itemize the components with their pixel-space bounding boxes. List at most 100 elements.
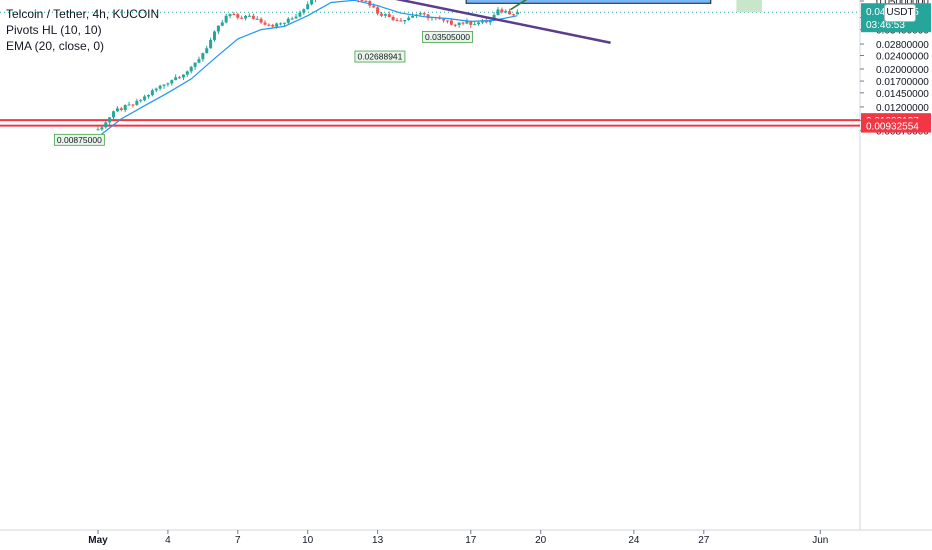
candle-body (174, 77, 178, 81)
candle-body (143, 96, 147, 101)
candle-body (224, 15, 228, 23)
x-tick-label: 24 (628, 535, 640, 546)
pivot-label-bg (422, 30, 473, 43)
candle-body (240, 17, 244, 19)
pivot-label: 0.00875000 (57, 135, 102, 145)
pivot-label: 0.03505000 (425, 32, 470, 42)
x-tick-label: 13 (372, 535, 384, 546)
candle-body (139, 100, 143, 102)
y-tick-label: 0.01200000 (876, 103, 929, 114)
candle-body (407, 17, 411, 21)
candle-body (247, 15, 251, 17)
descending-trendline[interactable] (331, 0, 611, 44)
ema-line (97, 0, 518, 138)
candle-body (127, 104, 131, 106)
candle-body (232, 14, 236, 16)
candle-body (294, 16, 298, 19)
support-price-label: 0.00932554 (866, 122, 919, 133)
candle-body (108, 117, 112, 123)
candle-body (473, 24, 477, 26)
candle-body (411, 15, 415, 18)
support-price-tag (861, 118, 931, 133)
candle-body (360, 0, 364, 2)
candle-body (469, 20, 473, 25)
y-tick-label: 0.02400000 (876, 51, 929, 62)
candle-body (500, 9, 504, 13)
candle-body (310, 0, 314, 5)
pivot-label-bg (53, 133, 105, 146)
pivot-label-bg (354, 50, 406, 63)
symbol-title[interactable]: Telcoin / Tether, 4h, KUCOIN (6, 7, 160, 21)
candle-body (181, 74, 185, 78)
candle-body (379, 13, 383, 16)
candle-body (426, 14, 430, 19)
indicator-pivots-label[interactable]: Pivots HL (10, 10) (6, 23, 102, 37)
candle-body (271, 24, 275, 27)
x-tick-label: 10 (302, 535, 314, 546)
candle-body (220, 22, 224, 26)
candle-body (391, 16, 395, 21)
candle-body (197, 59, 201, 63)
candle-body (465, 20, 469, 24)
candle-body (290, 18, 294, 20)
candle-body (512, 14, 516, 16)
candle-body (488, 20, 492, 23)
projection-arrow[interactable] (509, 0, 545, 11)
candle-body (150, 90, 154, 96)
candle-body (251, 15, 255, 19)
candle-body (166, 83, 170, 85)
candle-body (302, 9, 306, 13)
y-tick-label: 0.01700000 (876, 77, 929, 88)
candle-body (115, 108, 119, 112)
candle-body (383, 14, 387, 16)
y-tick-label: 0.02800000 (876, 40, 929, 51)
candle-body (504, 11, 508, 13)
candle-body (372, 5, 376, 8)
candle-body (453, 24, 457, 26)
candle-body (104, 122, 108, 128)
candle-body (178, 77, 182, 79)
candle-body (131, 104, 135, 106)
candle-body (255, 18, 259, 20)
candle-body (457, 22, 461, 26)
candle-body (395, 20, 399, 22)
candle-body (515, 12, 519, 15)
candle-body (100, 127, 104, 130)
candle-body (244, 15, 248, 19)
candle-body (477, 22, 481, 25)
y-tick-label: 0.01450000 (876, 89, 929, 100)
candle-body (306, 4, 310, 10)
candle-body (162, 84, 166, 86)
candle-body (286, 18, 290, 23)
resistance-zone[interactable] (465, 0, 712, 4)
x-tick-label: 4 (165, 535, 171, 546)
candle-body (213, 31, 216, 40)
y-tick-label: 0.02000000 (876, 65, 929, 76)
candle-body (135, 100, 139, 105)
indicator-ema-label[interactable]: EMA (20, close, 0) (6, 39, 105, 53)
candle-body (263, 22, 267, 25)
chart-legend: Telcoin / Tether, 4h, KUCOIN Pivots HL (… (6, 6, 159, 54)
x-tick-label: 27 (698, 535, 710, 546)
long-position-box[interactable] (736, 0, 763, 13)
candle-body (422, 13, 426, 15)
candle-body (298, 12, 302, 17)
candle-body (446, 20, 449, 22)
candle-body (146, 95, 150, 97)
candle-body (259, 18, 263, 23)
candle-body (228, 14, 232, 16)
candle-body (461, 22, 465, 24)
candle-body (193, 62, 197, 67)
candle-body (267, 24, 271, 26)
candle-body (185, 71, 189, 75)
candle-body (376, 7, 380, 14)
candle-body (154, 88, 158, 91)
candle-body (387, 14, 391, 17)
candle-body (418, 13, 422, 15)
currency-badge[interactable]: USDT (884, 4, 916, 22)
candle-body (449, 20, 453, 25)
candle-body (119, 108, 123, 110)
candle-body (158, 85, 162, 89)
